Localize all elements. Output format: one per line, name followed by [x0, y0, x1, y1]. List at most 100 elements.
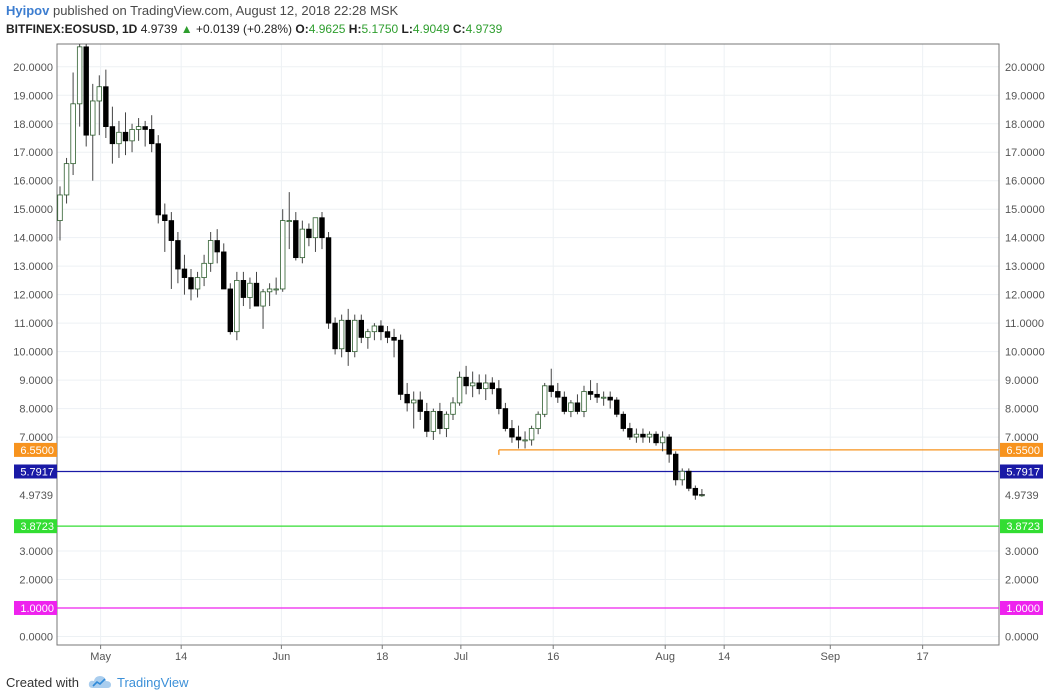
candle-up	[646, 433, 653, 438]
y-tick-right: 18.0000	[1005, 119, 1045, 131]
x-tick-label: 14	[718, 651, 730, 663]
open-value: 4.9625	[308, 22, 346, 36]
candle-down	[424, 411, 430, 432]
y-tick-left: 16.0000	[13, 176, 53, 188]
candle-up	[456, 376, 463, 404]
candle-down	[384, 331, 391, 338]
candle-down	[306, 228, 312, 239]
candle-up	[469, 382, 476, 387]
y-tick-left: 12.0000	[13, 290, 53, 302]
candle-up	[260, 291, 266, 307]
candle-up	[247, 282, 253, 298]
candle-down	[325, 237, 332, 324]
y-tick-left: 7.0000	[19, 432, 53, 444]
candle-up	[129, 129, 135, 142]
close-label: C:	[452, 22, 466, 36]
candle-down	[142, 126, 148, 130]
horizontal-levels	[57, 449, 999, 609]
y-tick-right: 0.0000	[1005, 631, 1039, 643]
candle-down	[555, 391, 561, 398]
candle-up	[659, 436, 666, 444]
candle-up	[57, 194, 63, 221]
author-name[interactable]: Hyipov	[6, 3, 50, 18]
candle-down	[240, 280, 247, 298]
price-tags: 6.5500 6.5500 5.7917 5.7917 3.8723 3.8723 1.00…	[14, 442, 1043, 615]
low-label: L:	[401, 22, 413, 36]
candle-up	[633, 433, 640, 438]
y-tick-right: 2.0000	[1005, 574, 1039, 586]
candle-down	[463, 376, 469, 387]
candle-up	[483, 382, 489, 390]
y-tick-left: 14.0000	[13, 233, 53, 245]
candle-up	[70, 103, 76, 165]
candle-down	[692, 487, 699, 496]
x-tick-label: May	[90, 651, 111, 663]
y-tick-left: 13.0000	[13, 261, 53, 273]
candle-up	[443, 413, 450, 429]
candle-down	[181, 268, 188, 278]
candle-up	[338, 319, 345, 350]
candle-down	[319, 217, 325, 239]
y-tick-right: 15.0000	[1005, 204, 1045, 216]
candle-down	[614, 399, 620, 415]
x-tick-label: 14	[175, 651, 187, 663]
candle-up	[234, 280, 240, 333]
open-label: O:	[295, 22, 309, 36]
close-value: 4.9739	[465, 22, 503, 36]
x-tick-label: 17	[917, 651, 929, 663]
last-price-left: 4.9739	[19, 490, 53, 502]
high-label: H:	[348, 22, 362, 36]
candle-down	[561, 396, 568, 412]
y-tick-right: 9.0000	[1005, 375, 1039, 387]
x-axis: May 14 Jun 18 Jul 16 Aug 14 Sep 17	[90, 645, 929, 663]
tradingview-link[interactable]: TradingView	[117, 675, 189, 690]
level-tag-right-bg	[1000, 600, 1043, 615]
candle-up	[352, 319, 358, 353]
candle-down	[155, 143, 161, 216]
level-tag-left-bg	[14, 519, 57, 534]
candle-up	[96, 86, 102, 102]
y-tick-right: 11.0000	[1005, 318, 1044, 330]
candle-down	[627, 428, 633, 438]
candle-down	[673, 453, 679, 481]
candle-down	[496, 388, 502, 409]
level-tag-right: 3.8723	[1006, 521, 1040, 533]
price-chart[interactable]: 20.0000 20.0000 19.0000 19.0000 18.0000 18.00…	[0, 0, 1057, 666]
candle-up	[90, 100, 96, 136]
candle-up	[312, 217, 319, 239]
level-tag-left-bg	[14, 464, 57, 479]
level-tag-right-bg	[1000, 442, 1043, 457]
candle-down	[293, 220, 299, 259]
candle-down	[476, 382, 482, 390]
candle-down	[358, 319, 364, 338]
candle-down	[620, 413, 626, 429]
candle-down	[188, 277, 194, 290]
candle-down	[109, 126, 116, 145]
candles	[57, 44, 705, 500]
candle-up	[365, 331, 371, 338]
y-tick-right: 14.0000	[1005, 233, 1045, 245]
y-tick-left: 18.0000	[13, 119, 53, 131]
candle-down	[214, 240, 220, 253]
candle-up	[299, 228, 306, 259]
y-tick-left: 10.0000	[13, 347, 53, 359]
candle-up	[371, 325, 378, 333]
level-tag-left-bg	[14, 442, 57, 457]
x-tick-label: Sep	[820, 651, 840, 663]
candle-down	[168, 220, 175, 241]
candle-down	[103, 86, 109, 128]
level-tag-left: 5.7917	[20, 466, 54, 478]
x-tick-label: Aug	[655, 651, 675, 663]
level-tag-right-bg	[1000, 464, 1043, 479]
candle-up	[279, 220, 286, 290]
tradingview-cloud-icon[interactable]	[88, 674, 112, 690]
candle-down	[227, 288, 233, 333]
x-tick-label: 16	[547, 651, 559, 663]
low-value: 4.9049	[412, 22, 450, 36]
candle-down	[515, 436, 522, 441]
candle-up	[410, 399, 417, 404]
y-tick-right: 3.0000	[1005, 546, 1039, 558]
candle-down	[653, 433, 659, 444]
y-tick-right: 20.0000	[1005, 62, 1045, 74]
candle-down	[607, 396, 613, 401]
